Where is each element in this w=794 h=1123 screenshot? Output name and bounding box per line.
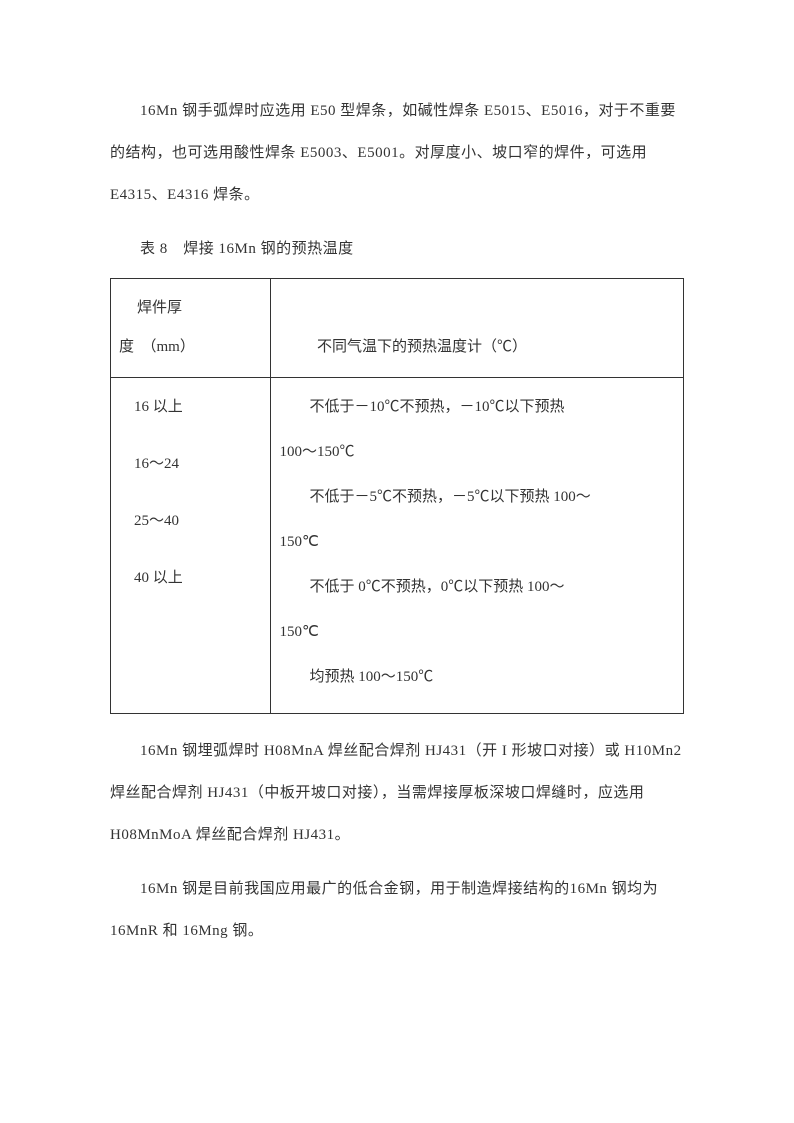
preheat-table: 焊件厚 度 （mm） 不同气温下的预热温度计（℃） 16 以上 16～24 25… — [110, 278, 684, 714]
header-right-text: 不同气温下的预热温度计（℃） — [279, 328, 675, 367]
preheat-item-3-l1: 均预热 100～150℃ — [279, 658, 675, 697]
paragraph-2: 16Mn 钢埋弧焊时 H08MnA 焊丝配合焊剂 HJ431（开 I 形坡口对接… — [110, 730, 684, 856]
table-header-right: 不同气温下的预热温度计（℃） — [271, 279, 684, 378]
preheat-item-0-l2: 100～150℃ — [279, 433, 675, 472]
paragraph-3: 16Mn 钢是目前我国应用最广的低合金钢，用于制造焊接结构的16Mn 钢均为 1… — [110, 868, 684, 952]
thickness-item-3: 40 以上 — [119, 559, 262, 598]
table-header-row: 焊件厚 度 （mm） 不同气温下的预热温度计（℃） — [111, 279, 684, 378]
preheat-item-2-l2: 150℃ — [279, 613, 675, 652]
table-header-left: 焊件厚 度 （mm） — [111, 279, 271, 378]
thickness-item-2: 25～40 — [119, 502, 262, 541]
thickness-item-1: 16～24 — [119, 445, 262, 484]
table-body-right: 不低于－10℃不预热，－10℃以下预热 100～150℃ 不低于－5℃不预热，－… — [271, 378, 684, 714]
table-body-left: 16 以上 16～24 25～40 40 以上 — [111, 378, 271, 714]
preheat-item-1-l2: 150℃ — [279, 523, 675, 562]
preheat-item-2-l1: 不低于 0℃不预热，0℃以下预热 100～ — [279, 568, 675, 607]
table-caption: 表 8 焊接 16Mn 钢的预热温度 — [110, 228, 684, 270]
table-body-row: 16 以上 16～24 25～40 40 以上 不低于－10℃不预热，－10℃以… — [111, 378, 684, 714]
header-left-line1: 焊件厚 — [137, 300, 182, 316]
preheat-item-1-l1: 不低于－5℃不预热，－5℃以下预热 100～ — [279, 478, 675, 517]
thickness-item-0: 16 以上 — [119, 388, 262, 427]
paragraph-1: 16Mn 钢手弧焊时应选用 E50 型焊条，如碱性焊条 E5015、E5016，… — [110, 90, 684, 216]
preheat-item-0-l1: 不低于－10℃不预热，－10℃以下预热 — [279, 388, 675, 427]
header-left-line2: 度 （mm） — [119, 328, 262, 367]
